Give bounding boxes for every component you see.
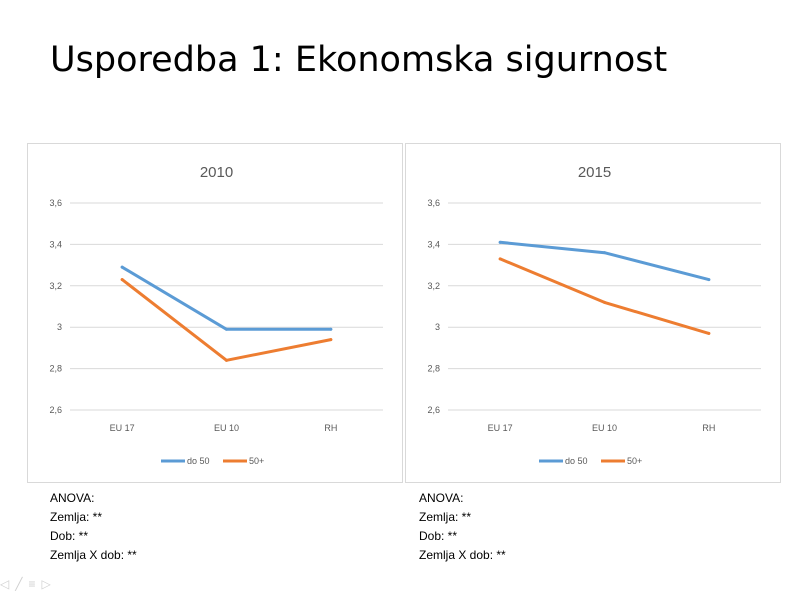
- pen-icon[interactable]: ╱: [15, 577, 29, 591]
- chart-2010-svg: 2010 3,6 3,4 3,2 3 2,8 2,6 EU 17 EU 10 RH do 50 50+: [49, 164, 383, 466]
- chart-title: 2010: [200, 164, 233, 181]
- prev-slide-icon[interactable]: ◁: [0, 577, 16, 591]
- anova-heading: ANOVA:: [50, 491, 95, 505]
- y-tick-label: 3,6: [427, 198, 440, 208]
- legend-label-0: do 50: [565, 456, 588, 466]
- y-tick-label: 2,8: [49, 364, 62, 374]
- series-1-point: [707, 331, 711, 335]
- slide-title: Usporedba 1: Ekonomska sigurnost: [50, 40, 668, 80]
- chart-2010: 2010 3,6 3,4 3,2 3 2,8 2,6 EU 17 EU 10 RH do 50 50+: [27, 143, 403, 483]
- x-tick-label: EU 10: [592, 423, 617, 433]
- chart-2015-svg: 2015 3,6 3,4 3,2 3 2,8 2,6 EU 17 EU 10 RH do 50 50+: [427, 164, 761, 466]
- series-0-point: [329, 327, 333, 331]
- y-tick-label: 3,4: [49, 239, 62, 249]
- series-1-point: [120, 278, 124, 282]
- x-tick-label: RH: [324, 423, 337, 433]
- series-1-point: [603, 300, 606, 304]
- y-tick-label: 3,2: [49, 281, 62, 291]
- series-0-point: [225, 327, 228, 331]
- series-1-point: [225, 358, 228, 362]
- series-0-point: [120, 265, 124, 269]
- chart-2015: 2015 3,6 3,4 3,2 3 2,8 2,6 EU 17 EU 10 RH do 50 50+: [405, 143, 781, 483]
- series-line-0: [498, 240, 711, 282]
- x-tick-label: RH: [702, 423, 715, 433]
- anova-2015: ANOVA: Zemlja: ** Dob: ** Zemlja X dob: …: [419, 489, 506, 565]
- series-line-1: [120, 278, 333, 362]
- anova-line-zemlja: Zemlja: **: [419, 510, 472, 524]
- y-tick-label: 2,8: [427, 364, 440, 374]
- legend-label-1: 50+: [249, 456, 264, 466]
- anova-line-zemlja: Zemlja: **: [50, 510, 103, 524]
- series-0-point: [498, 240, 502, 244]
- anova-2010: ANOVA: Zemlja: ** Dob: ** Zemlja X dob: …: [50, 489, 137, 565]
- menu-icon[interactable]: ≡: [28, 577, 42, 591]
- y-tick-label: 3,4: [427, 239, 440, 249]
- anova-line-interaction: Zemlja X dob: **: [419, 548, 506, 562]
- next-slide-icon[interactable]: ▷: [41, 577, 57, 591]
- chart-title: 2015: [578, 164, 611, 181]
- series-0-point: [707, 278, 711, 282]
- y-tick-label: 3: [57, 322, 62, 332]
- anova-line-dob: Dob: **: [419, 529, 458, 543]
- series-line-0: [120, 265, 333, 331]
- anova-line-dob: Dob: **: [50, 529, 89, 543]
- anova-line-interaction: Zemlja X dob: **: [50, 548, 137, 562]
- x-tick-label: EU 10: [214, 423, 239, 433]
- legend-label-0: do 50: [187, 456, 210, 466]
- series-1-point: [498, 257, 502, 261]
- y-tick-label: 3,6: [49, 198, 62, 208]
- slide-controls: ◁╱≡▷: [0, 577, 57, 591]
- anova-heading: ANOVA:: [419, 491, 464, 505]
- x-tick-label: EU 17: [110, 423, 135, 433]
- y-tick-label: 3,2: [427, 281, 440, 291]
- x-tick-label: EU 17: [488, 423, 513, 433]
- series-1-point: [329, 338, 333, 342]
- y-tick-label: 2,6: [427, 405, 440, 415]
- y-tick-label: 3: [435, 322, 440, 332]
- series-0-point: [603, 251, 606, 255]
- y-tick-label: 2,6: [49, 405, 62, 415]
- legend-label-1: 50+: [627, 456, 642, 466]
